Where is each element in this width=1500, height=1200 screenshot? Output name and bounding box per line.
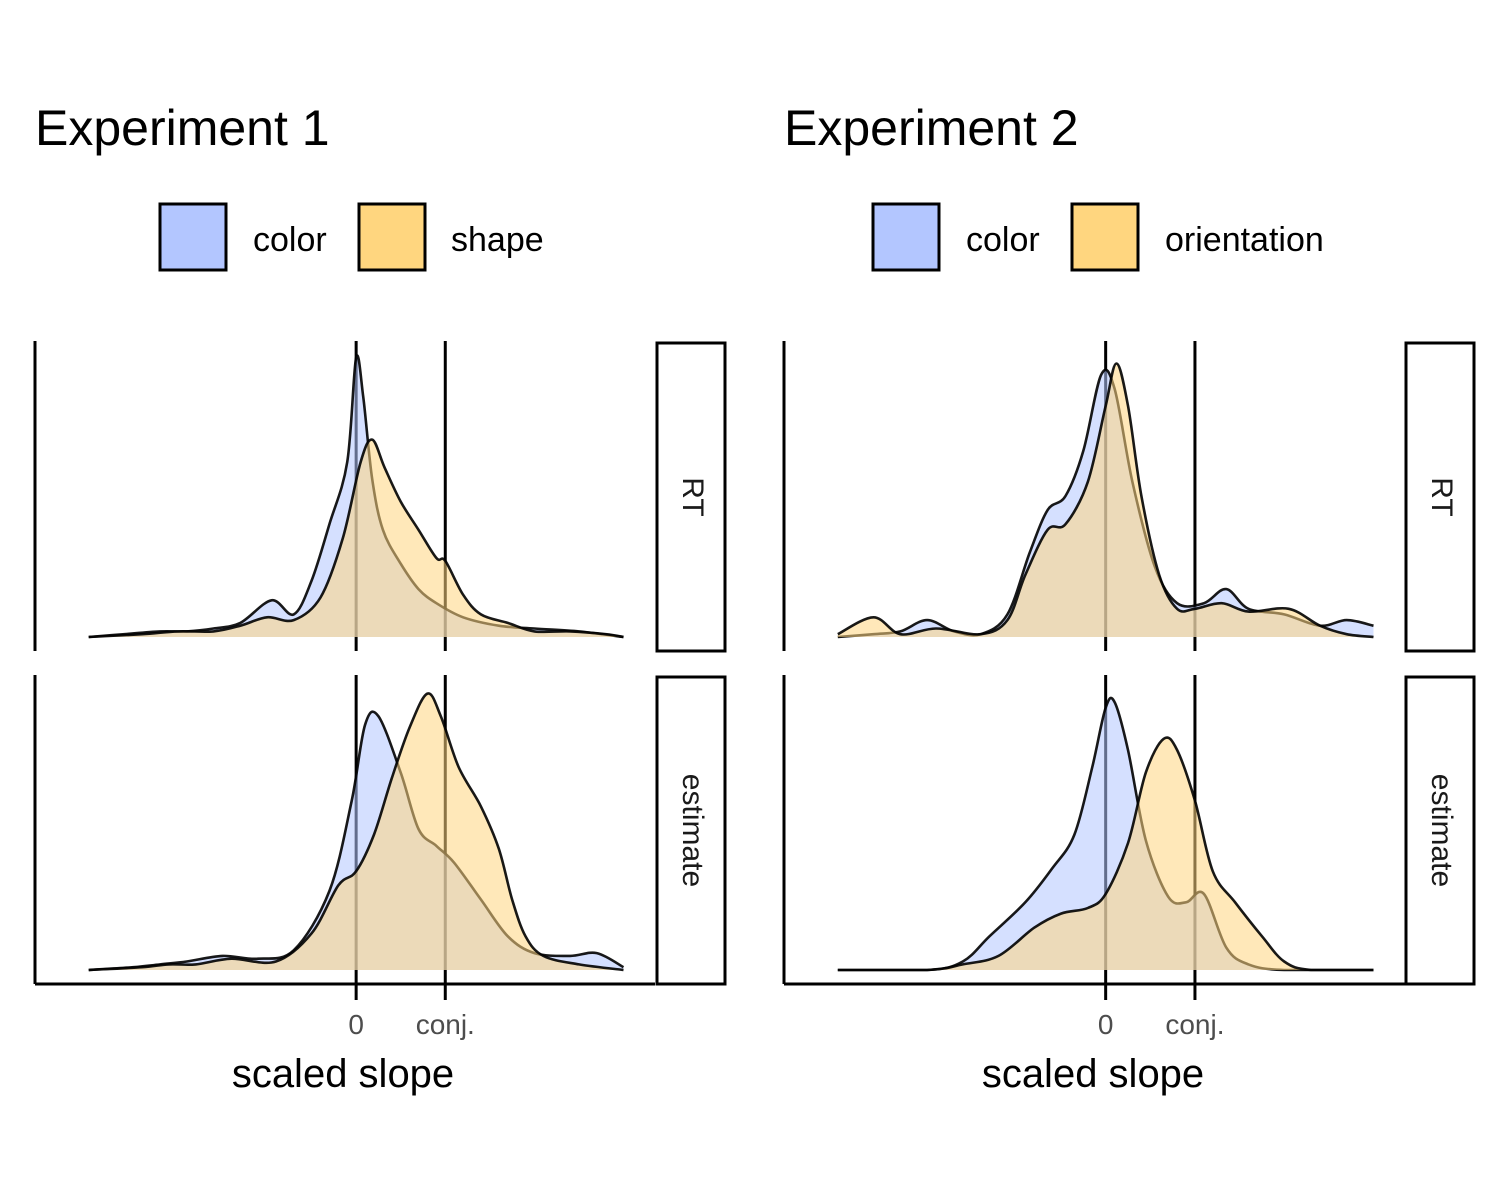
density-area-shape	[88, 693, 624, 970]
strip-box	[1404, 341, 1476, 653]
facet-rt: RT	[33, 341, 727, 653]
x-tick-label: conj.	[1165, 1009, 1224, 1040]
panel-title: Experiment 2	[784, 100, 1079, 156]
x-tick-label: 0	[348, 1009, 364, 1040]
x-tick-label: conj.	[416, 1009, 475, 1040]
panel-experiment-1: Experiment 1 color shape RT estimate 0 conj. sc…	[33, 100, 727, 1096]
legend-label-color: color	[253, 221, 327, 259]
panel-title: Experiment 1	[35, 100, 330, 156]
strip-box	[655, 675, 727, 986]
strip-label: RT	[1425, 477, 1458, 516]
x-axis-title: scaled slope	[982, 1052, 1204, 1096]
strip-label: estimate	[1425, 774, 1458, 887]
x-tick-label: 0	[1098, 1009, 1114, 1040]
density-outline-shape	[88, 692, 624, 972]
density-outline-orientation	[837, 362, 1374, 639]
legend-label-orientation: orientation	[1165, 221, 1324, 259]
density-outline-orientation	[837, 736, 1374, 972]
density-area-orientation	[837, 363, 1374, 637]
density-area-color	[837, 697, 1374, 970]
facet-rt: RT	[782, 341, 1476, 653]
density-area-shape	[88, 439, 624, 637]
density-outline-shape	[88, 438, 624, 639]
strip-box	[655, 341, 727, 653]
panel-experiment-2: Experiment 2 color orientation RT estimate 0 c…	[782, 100, 1476, 1096]
facet-estimate: estimate	[782, 675, 1476, 986]
density-area-orientation	[837, 737, 1374, 970]
legend-swatch-color	[158, 202, 228, 272]
facet-estimate: estimate	[33, 675, 727, 986]
strip-box	[1404, 675, 1476, 986]
x-axis-title: scaled slope	[232, 1052, 454, 1096]
legend-swatch-color	[871, 202, 941, 272]
legend-swatch-shape	[357, 202, 427, 272]
legend-label-color: color	[966, 221, 1040, 259]
density-area-color	[88, 711, 624, 970]
strip-label: estimate	[676, 774, 709, 887]
strip-label: RT	[676, 477, 709, 516]
legend-swatch-orientation	[1070, 202, 1140, 272]
legend-label-shape: shape	[451, 221, 544, 259]
